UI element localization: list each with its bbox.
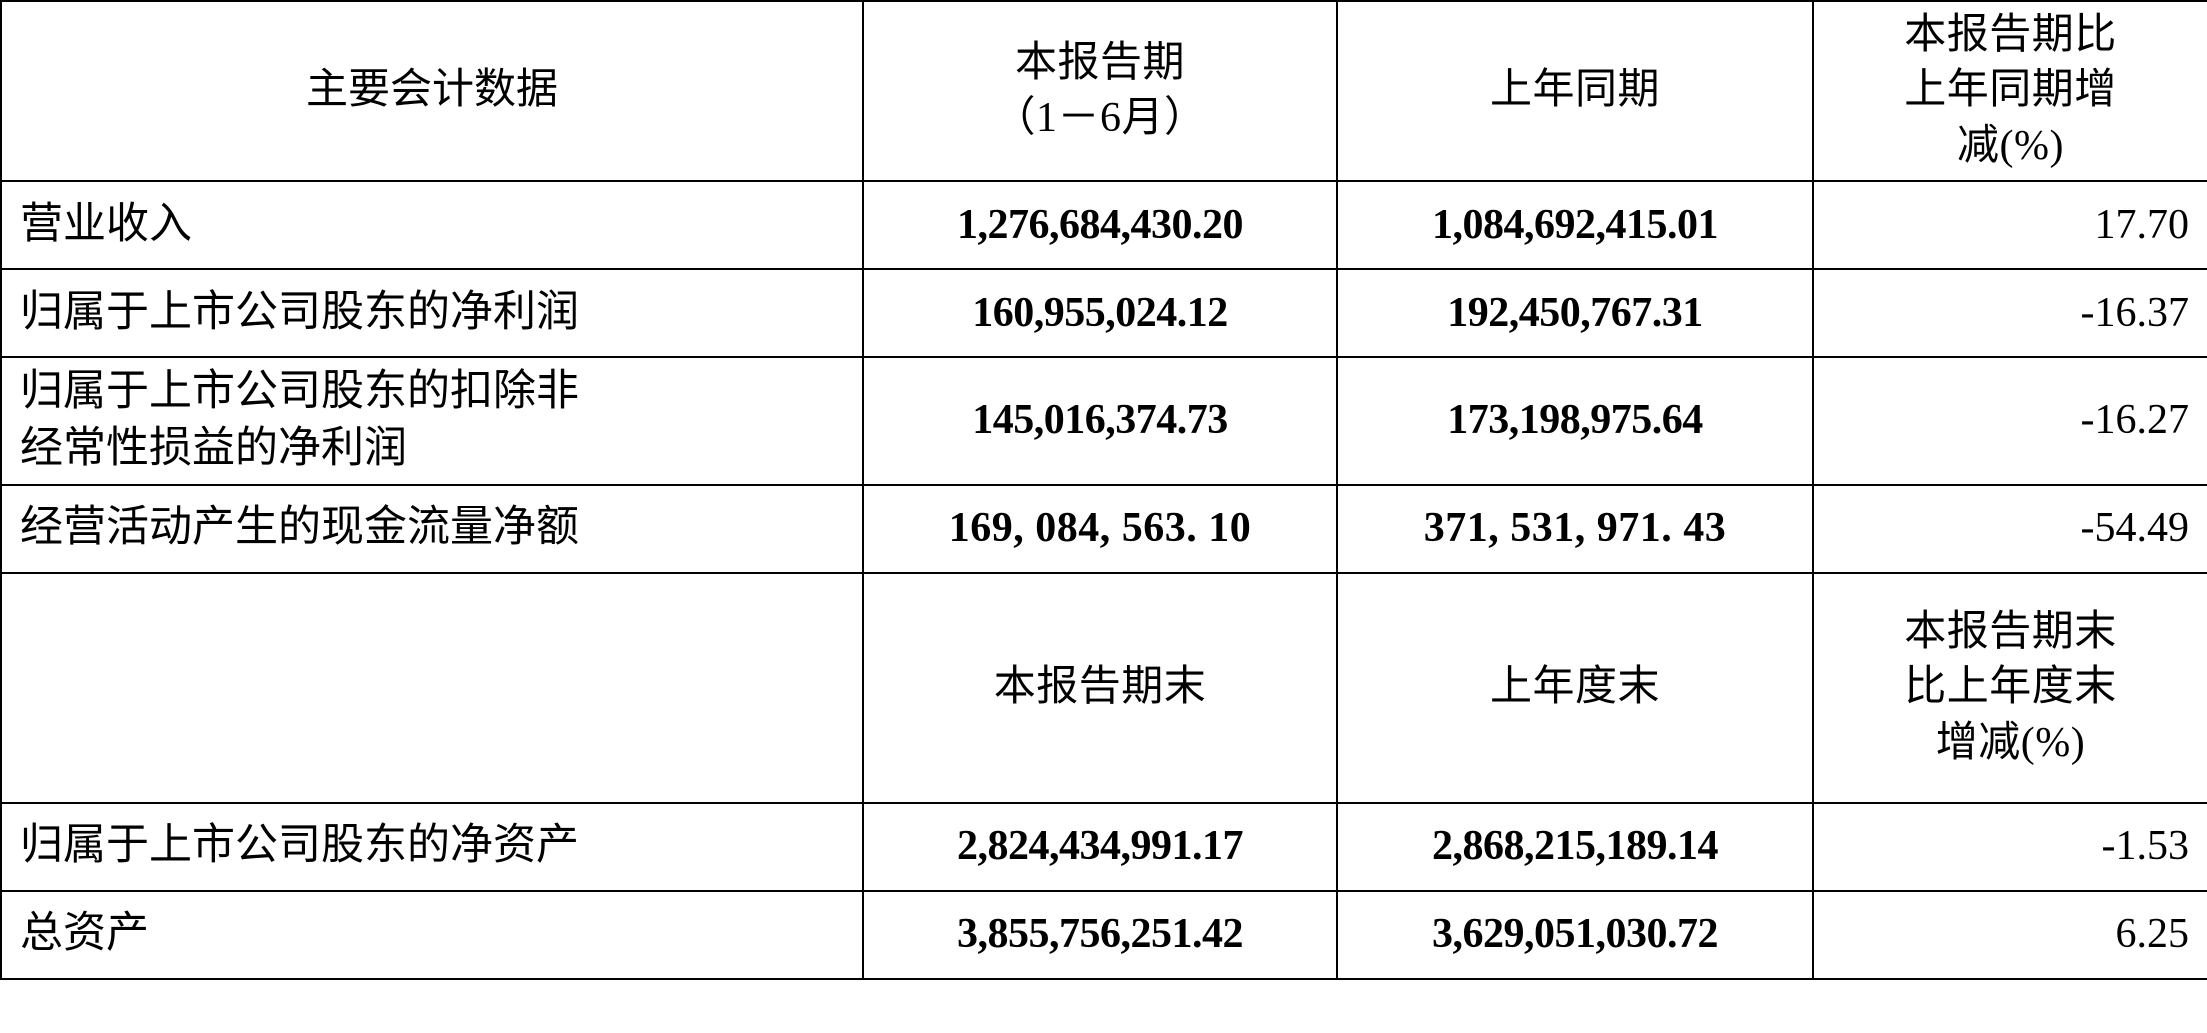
row-label-cell: 营业收入 [0,180,864,271]
table-row: 经营活动产生的现金流量净额 169, 084, 563. 10 371, 531… [0,483,2207,574]
row-change-value: -54.49 [2080,505,2190,552]
row-label: 归属于上市公司股东的净资产 [20,822,579,870]
row-label-cell: 归属于上市公司股东的净利润 [0,268,864,359]
row-current-cell: 160,955,024.12 [862,268,1338,359]
header-cell-empty [0,571,864,804]
row-change-cell: -54.49 [1812,483,2207,574]
row-previous-value: 3,629,051,030.72 [1432,911,1719,958]
header-label-period-end: 本报告期末 [993,664,1207,711]
header-cell-main-accounting-data: 主要会计数据 [0,0,864,183]
row-current-value: 145,016,374.73 [972,397,1228,444]
row-previous-cell: 1,084,692,415.01 [1336,180,1814,271]
table-row: 归属于上市公司股东的净利润 160,955,024.12 192,450,767… [0,268,2207,359]
table-header-row-balance: 本报告期末 上年度末 本报告期末 比上年度末 增减(%) [0,571,2207,804]
header-label-main-accounting-data: 主要会计数据 [305,67,558,114]
header-cell-same-period-last-year: 上年同期 [1336,0,1814,183]
row-label: 归属于上市公司股东的扣除非 经常性损益的净利润 [20,368,579,473]
row-change-cell: -16.27 [1812,356,2207,486]
row-previous-cell: 371, 531, 971. 43 [1336,483,1814,574]
row-change-cell: -1.53 [1812,801,2207,892]
row-label: 归属于上市公司股东的净利润 [20,288,579,336]
row-label: 营业收入 [20,200,192,248]
row-change-cell: 17.70 [1812,180,2207,271]
row-label-cell: 归属于上市公司股东的净资产 [0,801,864,892]
header-label-current-period: 本报告期 （1－6月） [993,39,1207,142]
main-accounting-data-table: 主要会计数据 本报告期 （1－6月） 上年同期 本报告期比 上年同期增 减(%)… [0,0,2207,980]
header-cell-last-year-end: 上年度末 [1336,571,1814,804]
row-change-value: -16.27 [2080,397,2190,444]
row-change-value: 17.70 [2094,201,2190,248]
row-label-cell: 归属于上市公司股东的扣除非 经常性损益的净利润 [0,356,864,486]
row-previous-value: 192,450,767.31 [1447,289,1703,336]
row-current-value: 1,276,684,430.20 [957,201,1244,248]
header-label-last-year-end: 上年度末 [1489,664,1660,711]
row-change-value: -16.37 [2080,289,2190,336]
row-current-value: 3,855,756,251.42 [957,911,1244,958]
row-previous-cell: 173,198,975.64 [1336,356,1814,486]
header-label-same-period-last-year: 上年同期 [1489,67,1660,114]
table-row: 总资产 3,855,756,251.42 3,629,051,030.72 6.… [0,889,2207,980]
header-cell-period-yoy-change: 本报告期比 上年同期增 减(%) [1812,0,2207,183]
header-label-period-end-change: 本报告期末 比上年度末 增减(%) [1904,608,2117,766]
row-change-cell: -16.37 [1812,268,2207,359]
table-row: 营业收入 1,276,684,430.20 1,084,692,415.01 1… [0,180,2207,271]
header-label-empty [2,681,862,694]
row-current-cell: 3,855,756,251.42 [862,889,1338,980]
row-current-cell: 1,276,684,430.20 [862,180,1338,271]
row-current-value: 2,824,434,991.17 [957,823,1244,870]
row-current-cell: 145,016,374.73 [862,356,1338,486]
header-cell-period-end: 本报告期末 [862,571,1338,804]
row-current-value: 169, 084, 563. 10 [948,505,1252,552]
row-current-cell: 169, 084, 563. 10 [862,483,1338,574]
row-previous-cell: 192,450,767.31 [1336,268,1814,359]
row-previous-value: 371, 531, 971. 43 [1423,505,1727,552]
row-previous-cell: 2,868,215,189.14 [1336,801,1814,892]
header-cell-current-period: 本报告期 （1－6月） [862,0,1338,183]
row-change-value: 6.25 [2115,911,2190,958]
row-previous-value: 173,198,975.64 [1447,397,1703,444]
table-row: 归属于上市公司股东的扣除非 经常性损益的净利润 145,016,374.73 1… [0,356,2207,486]
row-label: 总资产 [20,910,149,958]
header-cell-period-end-change: 本报告期末 比上年度末 增减(%) [1812,571,2207,804]
table-header-row-period: 主要会计数据 本报告期 （1－6月） 上年同期 本报告期比 上年同期增 减(%) [0,0,2207,183]
header-label-period-yoy-change: 本报告期比 上年同期增 减(%) [1904,12,2117,169]
row-previous-cell: 3,629,051,030.72 [1336,889,1814,980]
row-current-value: 160,955,024.12 [972,289,1228,336]
row-previous-value: 2,868,215,189.14 [1432,823,1719,870]
row-previous-value: 1,084,692,415.01 [1432,201,1719,248]
row-label: 经营活动产生的现金流量净额 [20,504,579,552]
row-label-cell: 经营活动产生的现金流量净额 [0,483,864,574]
row-current-cell: 2,824,434,991.17 [862,801,1338,892]
row-label-cell: 总资产 [0,889,864,980]
table-row: 归属于上市公司股东的净资产 2,824,434,991.17 2,868,215… [0,801,2207,892]
row-change-value: -1.53 [2101,823,2190,870]
row-change-cell: 6.25 [1812,889,2207,980]
